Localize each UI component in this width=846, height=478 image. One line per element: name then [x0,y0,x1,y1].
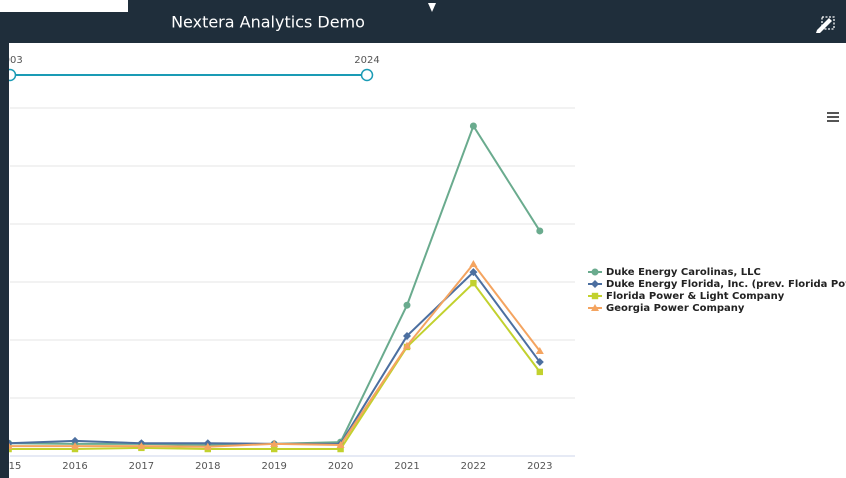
slider-min-label: 2003 [0,55,23,66]
x-tick-label: 2023 [527,461,552,472]
data-point [137,442,146,450]
x-tick-label: 2017 [129,461,154,472]
x-tick-label: 2019 [261,461,286,472]
data-point [469,122,477,130]
menu-line [827,112,839,114]
slider-handle[interactable] [360,68,374,82]
legend-marker [591,292,599,300]
x-tick-label: 2020 [328,461,353,472]
series-line [8,262,541,448]
data-point [536,368,543,376]
data-point [403,331,411,340]
data-point [403,301,411,309]
legend-label: Duke Energy Carolinas, LLC [606,267,761,278]
plot: 2015 2016 2017 2018 2019 2020 2021 2022 2023 Duke… [0,107,846,472]
legend-label: Duke Energy Florida, Inc. (prev. Florida… [606,279,846,290]
data-point [469,268,478,277]
data-point [535,358,544,367]
data-point [271,445,278,453]
x-tick-label: 2018 [195,461,220,472]
series-line [8,281,541,451]
legend-marker [591,280,599,288]
data-point [203,442,212,450]
header-title: Nextera Analytics Demo [171,13,365,32]
data-point [469,260,478,268]
data-point [270,439,279,447]
data-point [71,436,79,445]
x-tick-label: 2016 [62,461,87,472]
legend-label: Florida Power & Light Company [606,291,785,302]
select-icon[interactable] [821,16,835,30]
overlay [0,43,9,478]
data-point [337,445,344,453]
legend-label: Georgia Power Company [606,303,745,314]
x-tick-label: 2022 [461,461,486,472]
slider-max-label: 2024 [354,55,379,66]
dropdown-arrow[interactable] [428,3,436,12]
x-tick-label: 2021 [394,461,419,472]
data-point [336,440,345,448]
menu-line [827,116,839,118]
legend-marker [591,304,599,311]
menu-icon[interactable] [827,112,839,122]
data-point [71,442,79,450]
menu-line [827,120,839,122]
data-point [470,279,477,287]
legend-marker [591,268,599,276]
data-point [536,227,544,235]
x-tick-label: 2015 [0,461,21,472]
series-line [8,270,541,445]
left-panel-edge [0,43,9,478]
header-bar [0,0,846,43]
edit-icon[interactable] [816,18,832,33]
data-point [403,341,411,349]
data-point [535,347,544,355]
header-notch [0,0,128,12]
